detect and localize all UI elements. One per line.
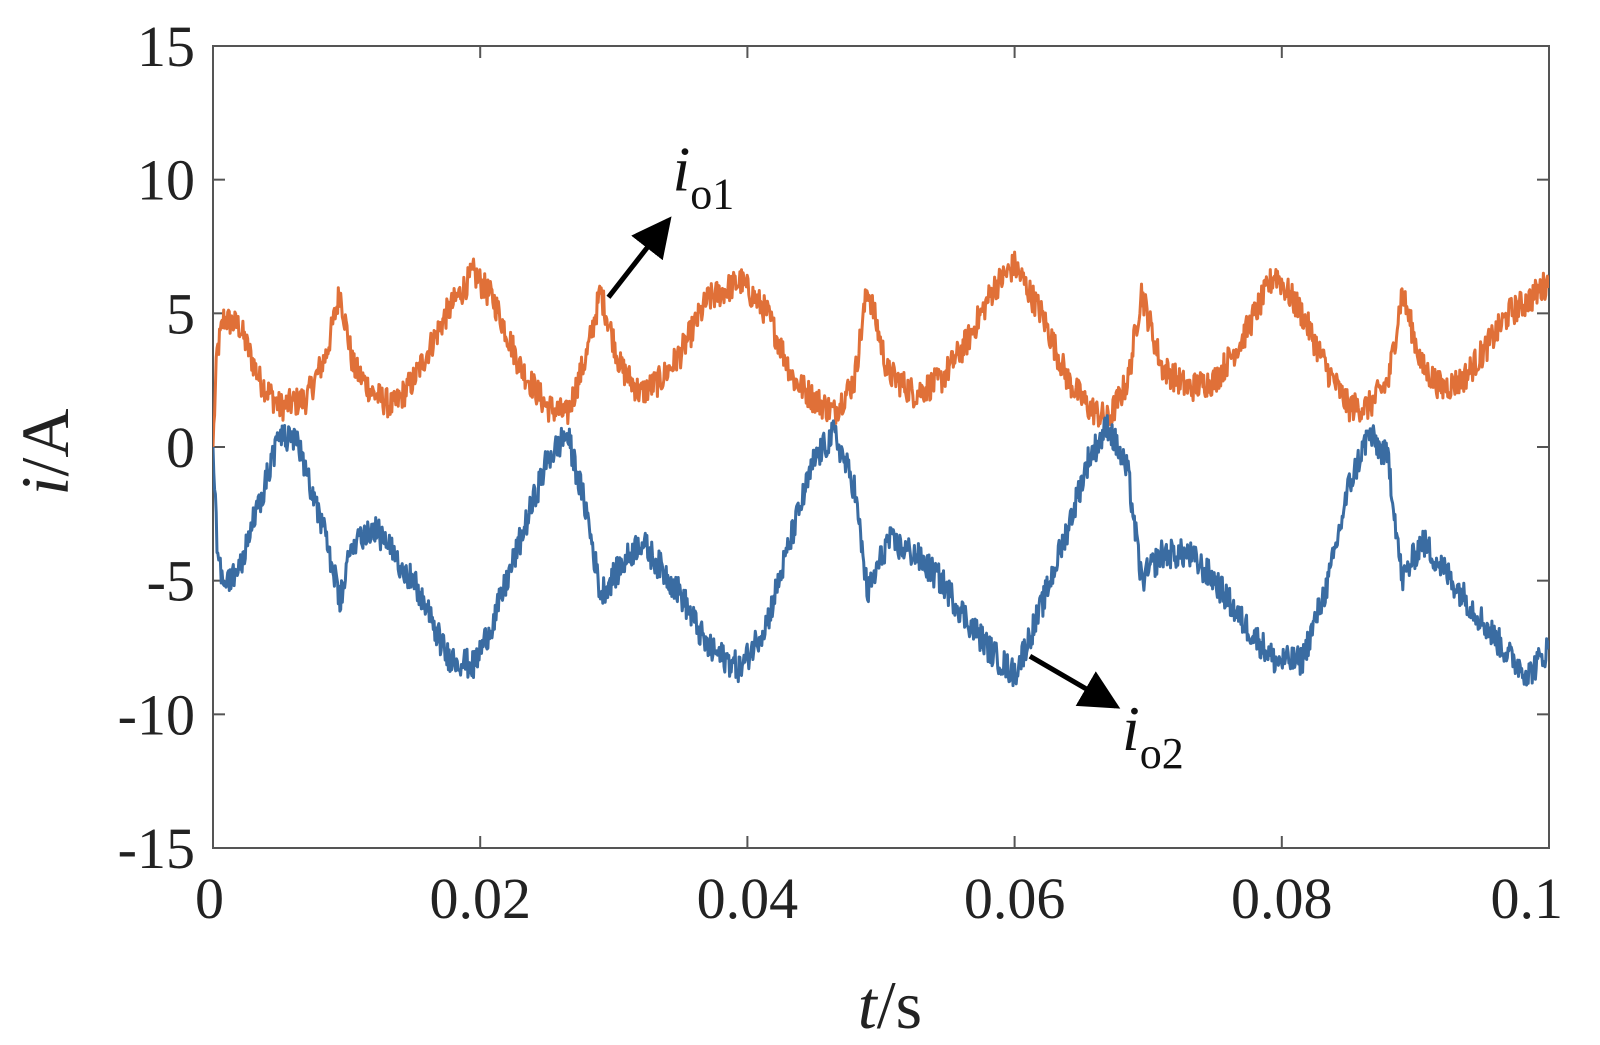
x-axis-var: t	[858, 967, 879, 1043]
y-axis-label: i/A	[7, 409, 83, 496]
y-tick-labels: 15 10 5 0 -5 -10 -15	[118, 14, 195, 881]
annotation-label-io1: io1	[672, 133, 734, 218]
y-tick-label: 10	[137, 148, 195, 213]
x-tick-labels: 0 0.02 0.04 0.06 0.08 0.1	[195, 866, 1563, 931]
y-tick-label: 5	[166, 281, 195, 346]
axis-ticks	[212, 45, 1550, 849]
y-tick-label: -10	[118, 682, 195, 747]
y-tick-label: 0	[166, 415, 195, 480]
y-tick-label: -5	[147, 549, 195, 614]
x-axis-unit: /s	[877, 967, 922, 1043]
y-tick-label: 15	[137, 14, 195, 79]
series-line-io1	[213, 250, 1549, 448]
y-axis-unit: /A	[7, 409, 83, 477]
x-tick-label: 0	[195, 866, 224, 931]
x-tick-label: 0.04	[697, 866, 799, 931]
annotation-label-io2: io2	[1122, 693, 1184, 778]
plot-area-frame	[212, 45, 1550, 849]
annotation-layer: io1 io2	[606, 133, 1184, 778]
annotation-arrow-io2	[1028, 654, 1121, 709]
y-tick-label: -15	[118, 816, 195, 881]
x-tick-label: 0.02	[429, 866, 531, 931]
x-tick-label: 0.06	[964, 866, 1066, 931]
annotation-arrow-io1	[606, 216, 672, 299]
series-layer	[213, 250, 1549, 688]
x-tick-label: 0.1	[1491, 866, 1564, 931]
x-tick-label: 0.08	[1231, 866, 1333, 931]
x-axis-label: t/s	[858, 967, 922, 1043]
y-axis-var: i	[7, 477, 83, 496]
series-line-io2	[213, 414, 1549, 688]
